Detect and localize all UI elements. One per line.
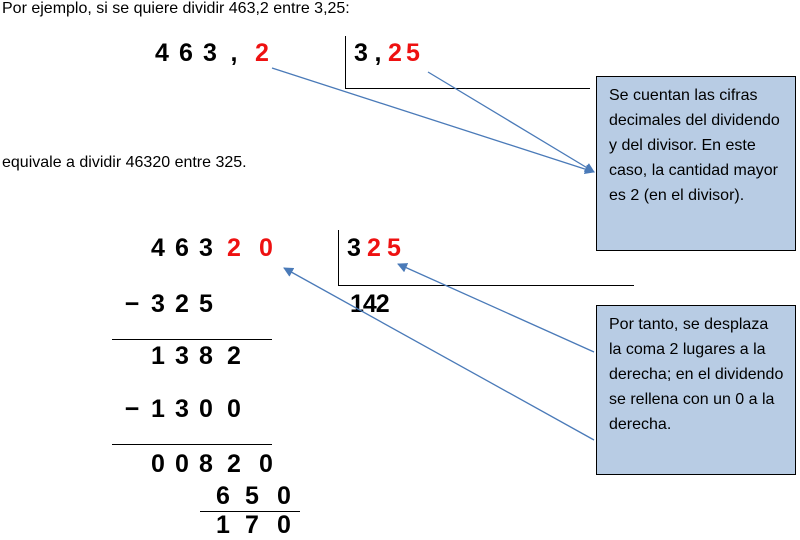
first-divisor-decimal: 5 bbox=[406, 39, 420, 67]
step-digit: 7 bbox=[245, 511, 259, 539]
callout-shift: Por tanto, se desplaza la coma 2 lugares… bbox=[596, 305, 796, 475]
step-digit: 0 bbox=[151, 450, 165, 478]
second-dividend-digit: 4 bbox=[151, 234, 165, 262]
first-dividend-digit: 6 bbox=[179, 39, 193, 67]
step-digit: 8 bbox=[199, 450, 213, 478]
subtraction-row: −1 3 0 0 bbox=[118, 394, 250, 424]
step-digit: 0 bbox=[175, 450, 189, 478]
callout-decimals: Se cuentan las cifras decimales del divi… bbox=[596, 76, 796, 251]
subtraction-row: −3 2 5 bbox=[118, 289, 218, 319]
first-divisor-decimal: 2 bbox=[388, 39, 402, 67]
step-digit: 0 bbox=[199, 395, 213, 423]
second-dividend-digit: 3 bbox=[199, 234, 213, 262]
minus-sign: − bbox=[124, 395, 140, 423]
step-digit: 1 bbox=[216, 511, 230, 539]
step-digit: 2 bbox=[227, 450, 241, 478]
first-dividend-digit: 3 bbox=[203, 39, 217, 67]
first-divisor-comma: , bbox=[374, 39, 382, 67]
step-digit: 3 bbox=[175, 342, 189, 370]
second-divisor-digit: 3 bbox=[347, 234, 361, 262]
first-dividend-digit: 4 bbox=[155, 39, 169, 67]
second-division-horizontal-bar bbox=[338, 285, 634, 286]
second-divisor-digit: 5 bbox=[387, 234, 401, 262]
intro-text: Por ejemplo, si se quiere dividir 463,2 … bbox=[2, 0, 350, 17]
subtraction-line bbox=[112, 339, 272, 340]
second-dividend-padded-zero: 0 bbox=[259, 234, 273, 262]
arrow-divisor-decimal bbox=[427, 71, 595, 173]
arrow-padded-zero bbox=[283, 267, 595, 441]
first-division-vertical-bar bbox=[345, 36, 346, 88]
step-digit: 5 bbox=[245, 482, 259, 510]
step-digit: 2 bbox=[227, 342, 241, 370]
subtraction-line bbox=[112, 444, 272, 445]
first-division-horizontal-bar bbox=[345, 88, 590, 89]
subtraction-line bbox=[200, 511, 300, 512]
step-digit: 6 bbox=[216, 482, 230, 510]
first-dividend-comma: , bbox=[230, 39, 238, 67]
second-dividend-shifted-digit: 2 bbox=[227, 234, 241, 262]
step-digit: 0 bbox=[277, 511, 291, 539]
step-digit: 0 bbox=[277, 482, 291, 510]
step-digit: 3 bbox=[151, 290, 165, 318]
step-digit: 8 bbox=[199, 342, 213, 370]
step-digit: 0 bbox=[227, 395, 241, 423]
step-digit: 5 bbox=[199, 290, 213, 318]
step-digit: 1 bbox=[151, 395, 165, 423]
step-digit: 3 bbox=[175, 395, 189, 423]
quotient: 142 bbox=[350, 290, 390, 318]
arrow-shifted-divisor bbox=[397, 263, 595, 353]
first-divisor-digit: 3 bbox=[354, 39, 368, 67]
arrow-dividend-decimal bbox=[271, 67, 595, 174]
step-digit: 1 bbox=[151, 342, 165, 370]
first-dividend-decimal: 2 bbox=[255, 39, 269, 67]
equivalence-text: equivale a dividir 46320 entre 325. bbox=[2, 154, 247, 171]
step-digit: 0 bbox=[259, 450, 273, 478]
second-divisor-digit: 2 bbox=[367, 234, 381, 262]
minus-sign: − bbox=[124, 290, 140, 318]
step-digit: 2 bbox=[175, 290, 189, 318]
second-division-vertical-bar bbox=[338, 230, 339, 285]
second-dividend-digit: 6 bbox=[175, 234, 189, 262]
